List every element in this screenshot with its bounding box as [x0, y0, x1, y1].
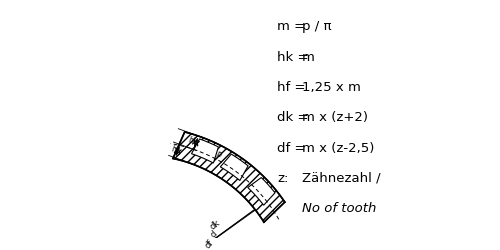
Text: d: d — [208, 230, 218, 240]
Text: 1,25 x m: 1,25 x m — [302, 81, 361, 94]
Text: dk: dk — [208, 218, 222, 232]
Polygon shape — [248, 178, 275, 205]
Polygon shape — [220, 154, 248, 180]
Text: Zähnezahl /: Zähnezahl / — [302, 172, 380, 185]
Polygon shape — [173, 132, 285, 222]
Text: m =: m = — [277, 20, 306, 33]
Text: df =: df = — [277, 142, 306, 154]
Text: No of tooth: No of tooth — [302, 202, 376, 215]
Text: hk =: hk = — [277, 51, 308, 64]
Text: z:: z: — [277, 172, 288, 185]
Text: dk =: dk = — [277, 111, 308, 124]
Text: m x (z-2,5): m x (z-2,5) — [302, 142, 374, 154]
Text: p / π: p / π — [302, 20, 332, 33]
Polygon shape — [192, 139, 218, 163]
Text: m x (z+2): m x (z+2) — [302, 111, 368, 124]
Text: df: df — [204, 238, 216, 250]
Text: m: m — [302, 51, 315, 64]
Text: hf =: hf = — [277, 81, 306, 94]
Text: hf: hf — [170, 144, 179, 156]
Text: p: p — [214, 149, 223, 159]
Text: hk: hk — [186, 136, 198, 147]
